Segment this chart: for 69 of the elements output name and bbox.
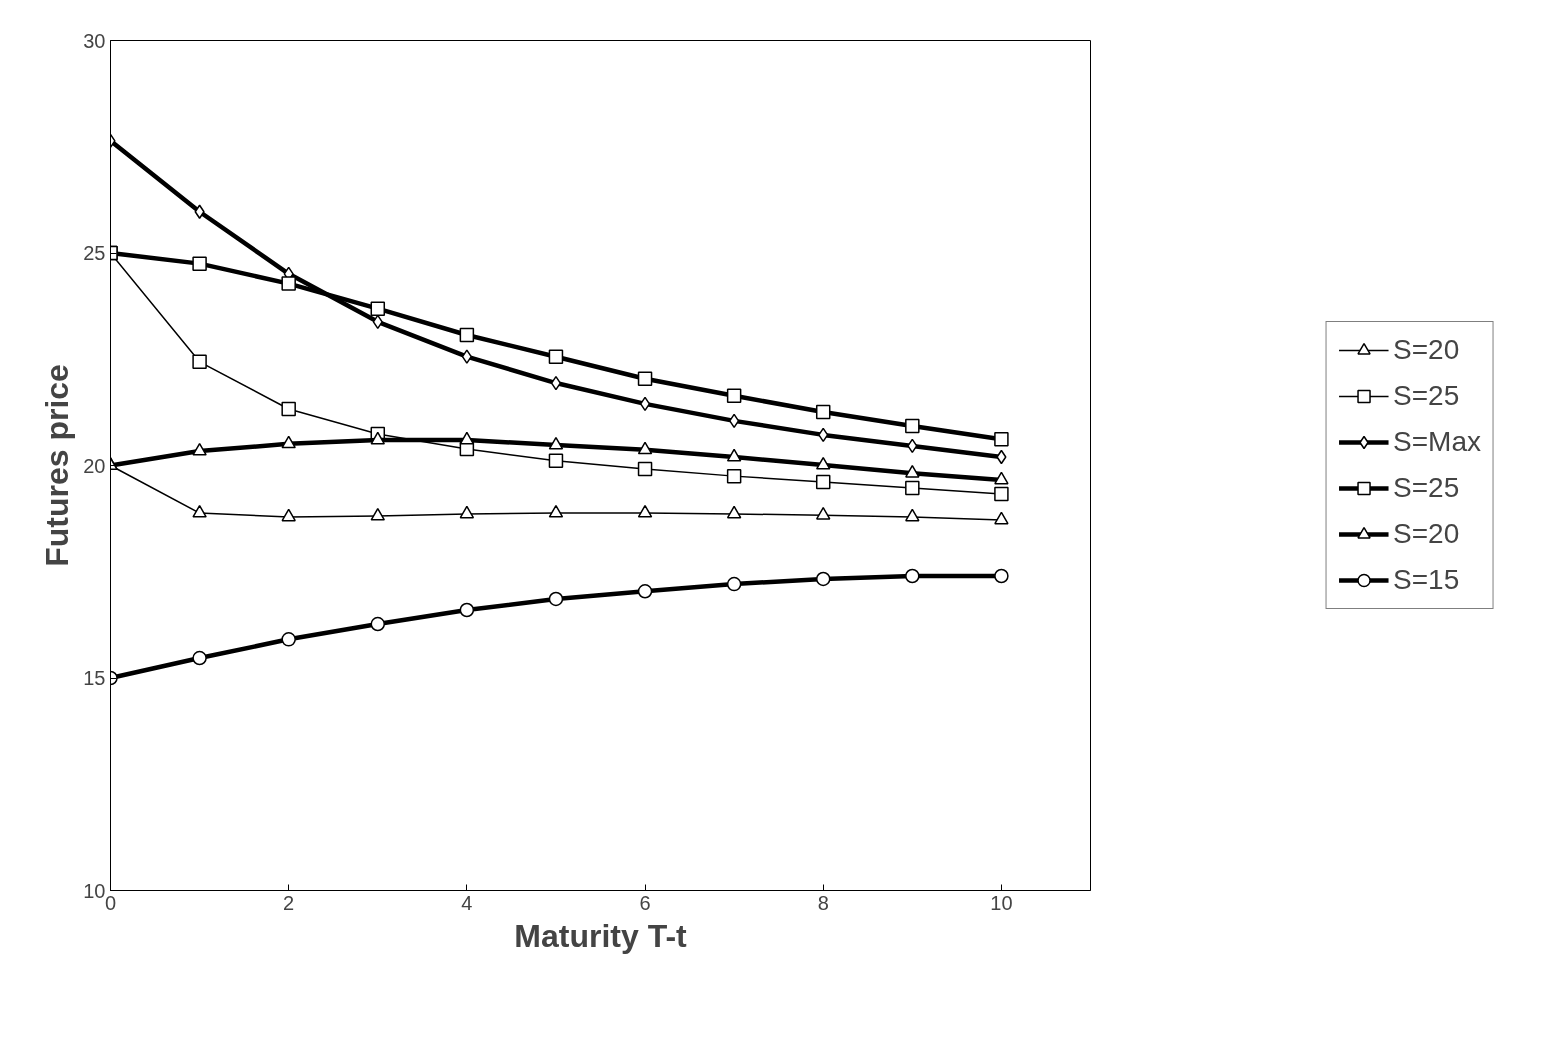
x-tick-label: 6 <box>639 891 651 914</box>
point <box>459 327 475 343</box>
point <box>548 436 564 450</box>
point <box>815 456 831 470</box>
point <box>370 507 386 521</box>
point <box>459 602 475 618</box>
point <box>726 388 742 404</box>
x-tick-label: 8 <box>817 891 829 914</box>
point <box>548 349 564 364</box>
point <box>994 486 1009 502</box>
point <box>281 435 296 449</box>
point <box>192 256 207 271</box>
point <box>370 301 386 316</box>
legend-label: S=20 <box>1393 518 1460 550</box>
point <box>459 505 475 519</box>
point <box>192 504 207 518</box>
legend-label: S=Max <box>1393 426 1481 458</box>
point <box>905 568 920 584</box>
y-tick-label: 15 <box>83 667 106 689</box>
legend-label: S=25 <box>1393 472 1460 504</box>
point <box>905 464 920 478</box>
point <box>637 461 653 477</box>
legend-label: S=20 <box>1393 334 1460 366</box>
point <box>639 396 651 412</box>
y-tick-label: 25 <box>83 242 106 264</box>
y-axis-title: Futures price <box>39 364 76 567</box>
point <box>815 404 831 420</box>
point <box>281 632 296 647</box>
legend-label: S=25 <box>1393 380 1460 412</box>
x-tick-label: 10 <box>990 891 1013 914</box>
point <box>994 431 1009 447</box>
point <box>548 591 564 607</box>
point <box>637 504 653 518</box>
point <box>637 371 653 387</box>
legend-label: S=15 <box>1393 564 1460 596</box>
y-tick-label: 30 <box>83 29 106 52</box>
point <box>192 354 207 370</box>
x-axis-title: Maturity T-t <box>514 917 688 954</box>
point <box>726 448 742 462</box>
x-tick-label: 2 <box>283 891 295 914</box>
point <box>370 431 386 445</box>
point <box>459 431 475 445</box>
point <box>905 418 920 434</box>
point <box>192 650 207 666</box>
point <box>815 474 831 490</box>
point <box>994 471 1009 485</box>
point <box>281 276 296 291</box>
y-tick-label: 20 <box>83 454 106 477</box>
point <box>726 468 742 484</box>
point <box>548 453 564 469</box>
point <box>905 480 920 496</box>
point <box>815 506 831 520</box>
x-tick-label: 0 <box>104 891 117 914</box>
point <box>637 584 653 599</box>
point <box>548 504 564 518</box>
point <box>726 576 742 592</box>
point <box>815 571 831 587</box>
point <box>192 442 207 456</box>
point <box>370 616 386 632</box>
point <box>726 505 742 519</box>
point <box>281 401 296 417</box>
point <box>994 568 1009 584</box>
point <box>994 511 1009 525</box>
x-tick-label: 4 <box>461 891 473 914</box>
point <box>281 508 296 522</box>
point <box>905 508 920 522</box>
point <box>637 441 653 455</box>
point <box>550 375 562 391</box>
point <box>461 349 472 364</box>
